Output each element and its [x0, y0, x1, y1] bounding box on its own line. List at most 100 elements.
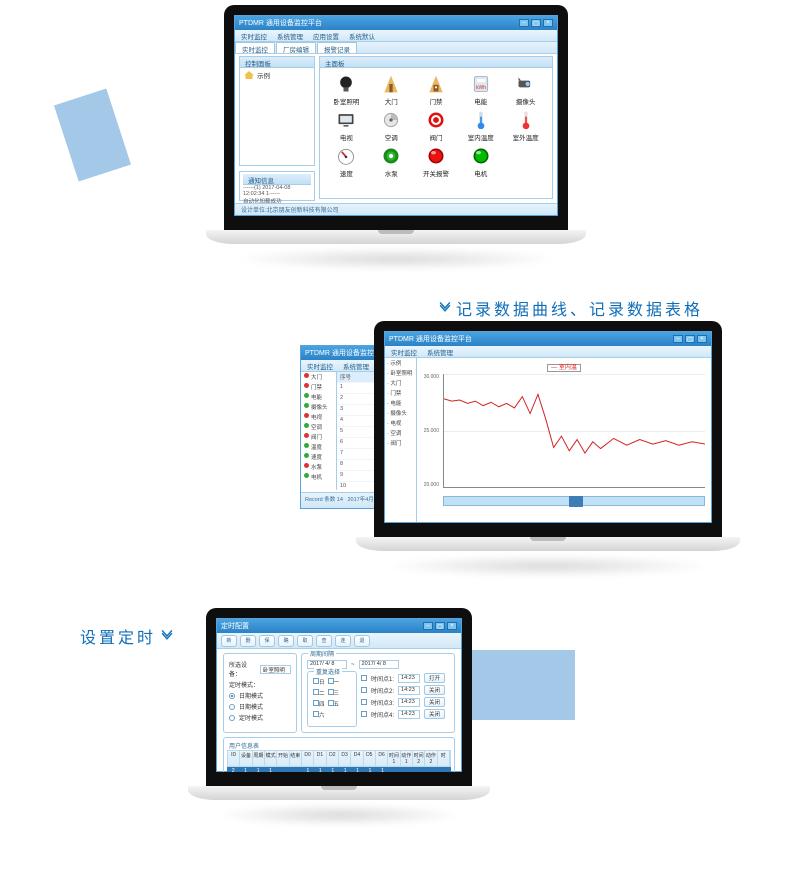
weekday[interactable]: 一 [328, 678, 340, 686]
toolbar-button[interactable]: 保 [259, 635, 275, 647]
window-controls[interactable]: –▢× [519, 19, 553, 27]
device-therm-in[interactable]: 室内温度 [460, 110, 501, 142]
tabs[interactable]: 实时监控 厂房编辑 报警记录 [235, 42, 557, 54]
tree-item[interactable]: · 电视 [385, 418, 416, 428]
radio[interactable] [229, 704, 235, 710]
device-label: 阀门 [429, 132, 442, 142]
weekday[interactable]: 四 [313, 700, 325, 708]
weekday[interactable]: 五 [328, 700, 340, 708]
checkbox[interactable] [313, 711, 319, 717]
side-item[interactable]: 阀门 [301, 432, 336, 442]
device-tree[interactable]: 控制面板 示例 [239, 56, 315, 166]
device-bulb[interactable]: 卧室照明 [326, 74, 367, 106]
time-input[interactable]: 14:23 [398, 686, 420, 695]
device-lock[interactable]: 门禁 [416, 74, 457, 106]
device-motor[interactable]: 电机 [460, 146, 501, 178]
device-tv[interactable]: 电视 [326, 110, 367, 142]
tree-item[interactable]: · 示例 [385, 358, 416, 368]
action-button[interactable]: 关闭 [424, 697, 445, 707]
side-item[interactable]: 电能 [301, 392, 336, 402]
date-to-input[interactable]: 2017/ 4/ 8 [359, 660, 399, 669]
tree-item[interactable]: · 摄像头 [385, 408, 416, 418]
radio[interactable] [229, 693, 235, 699]
device-select[interactable]: 卧室照明 [260, 665, 291, 674]
tree-item[interactable]: · 阀门 [385, 438, 416, 448]
weekday[interactable]: 六 [313, 711, 325, 719]
toolbar[interactable]: 新删保确取查连退 [217, 633, 461, 649]
device-speed[interactable]: 速度 [326, 146, 367, 178]
toolbar-button[interactable]: 取 [297, 635, 313, 647]
toolbar-button[interactable]: 连 [335, 635, 351, 647]
checkbox[interactable] [361, 699, 367, 705]
side-item[interactable]: 空调 [301, 422, 336, 432]
radio[interactable] [229, 715, 235, 721]
menu-item[interactable]: 实时监控 [391, 347, 417, 357]
menu-item[interactable]: 系统默认 [349, 31, 375, 41]
time-input[interactable]: 14:23 [398, 710, 420, 719]
checkbox[interactable] [361, 687, 367, 693]
window-controls[interactable]: –▢× [673, 335, 707, 343]
tree-item[interactable]: · 卧室照明 [385, 368, 416, 378]
tree-item[interactable]: · 电能 [385, 398, 416, 408]
toolbar-button[interactable]: 确 [278, 635, 294, 647]
menubar[interactable]: 实时监控 系统管理 [385, 346, 711, 358]
device-valve[interactable]: 阀门 [416, 110, 457, 142]
checkbox[interactable] [361, 675, 367, 681]
side-item[interactable]: 速度 [301, 452, 336, 462]
toolbar-button[interactable]: 删 [240, 635, 256, 647]
toolbar-button[interactable]: 查 [316, 635, 332, 647]
device-therm-out[interactable]: 室外温度 [505, 110, 546, 142]
checkbox[interactable] [313, 700, 319, 706]
checkbox[interactable] [328, 678, 334, 684]
tab[interactable]: 报警记录 [317, 42, 357, 53]
checkbox[interactable] [328, 700, 334, 706]
side-item[interactable]: 水泵 [301, 462, 336, 472]
menu-item[interactable]: 系统管理 [343, 361, 369, 371]
side-tree[interactable]: · 示例· 卧室照明· 大门· 门禁· 电能· 摄像头· 电视· 空调· 阀门 [385, 358, 417, 522]
laptop-shadow [382, 555, 714, 577]
side-list[interactable]: 大门门禁电能摄像头电视空调阀门温度速度水泵电机 [301, 372, 337, 490]
checkbox[interactable] [328, 689, 334, 695]
time-scrollbar[interactable] [443, 496, 705, 506]
menubar[interactable]: 实时监控 系统管理 应用设置 系统默认 [235, 30, 557, 42]
menu-item[interactable]: 应用设置 [313, 31, 339, 41]
device-alarm[interactable]: 开关报警 [416, 146, 457, 178]
time-input[interactable]: 14:23 [398, 698, 420, 707]
checkbox[interactable] [313, 678, 319, 684]
tree-item[interactable]: · 门禁 [385, 388, 416, 398]
action-button[interactable]: 关闭 [424, 709, 445, 719]
window-controls[interactable]: –▢× [423, 622, 457, 630]
table-row[interactable]: 21111111111 [227, 767, 451, 772]
tree-item[interactable]: · 大门 [385, 378, 416, 388]
device-ac[interactable]: 空调 [371, 110, 412, 142]
toolbar-button[interactable]: 新 [221, 635, 237, 647]
side-item[interactable]: 大门 [301, 372, 336, 382]
weekday[interactable]: 三 [328, 689, 340, 697]
side-item[interactable]: 电视 [301, 412, 336, 422]
side-item[interactable]: 摄像头 [301, 402, 336, 412]
checkbox[interactable] [313, 689, 319, 695]
tab[interactable]: 实时监控 [235, 42, 275, 53]
weekday[interactable]: 二 [313, 689, 325, 697]
side-item[interactable]: 门禁 [301, 382, 336, 392]
device-door[interactable]: 大门 [371, 74, 412, 106]
tree-item[interactable]: · 空调 [385, 428, 416, 438]
action-button[interactable]: 打开 [424, 673, 445, 683]
toolbar-button[interactable]: 退 [354, 635, 370, 647]
menu-item[interactable]: 实时监控 [241, 31, 267, 41]
tab[interactable]: 厂房编辑 [276, 42, 316, 53]
scrollbar-thumb[interactable] [569, 496, 583, 507]
action-button[interactable]: 关闭 [424, 685, 445, 695]
side-item[interactable]: 温度 [301, 442, 336, 452]
menu-item[interactable]: 系统管理 [277, 31, 303, 41]
time-input[interactable]: 14:23 [398, 674, 420, 683]
weekday[interactable]: 日 [313, 678, 325, 686]
device-pump[interactable]: 水泵 [371, 146, 412, 178]
device-cam[interactable]: 摄像头 [505, 74, 546, 106]
side-item[interactable]: 电机 [301, 472, 336, 482]
device-meter[interactable]: kWh电能 [460, 74, 501, 106]
checkbox[interactable] [361, 711, 367, 717]
menu-item[interactable]: 系统管理 [427, 347, 453, 357]
tree-item[interactable]: 示例 [240, 68, 314, 82]
menu-item[interactable]: 实时监控 [307, 361, 333, 371]
